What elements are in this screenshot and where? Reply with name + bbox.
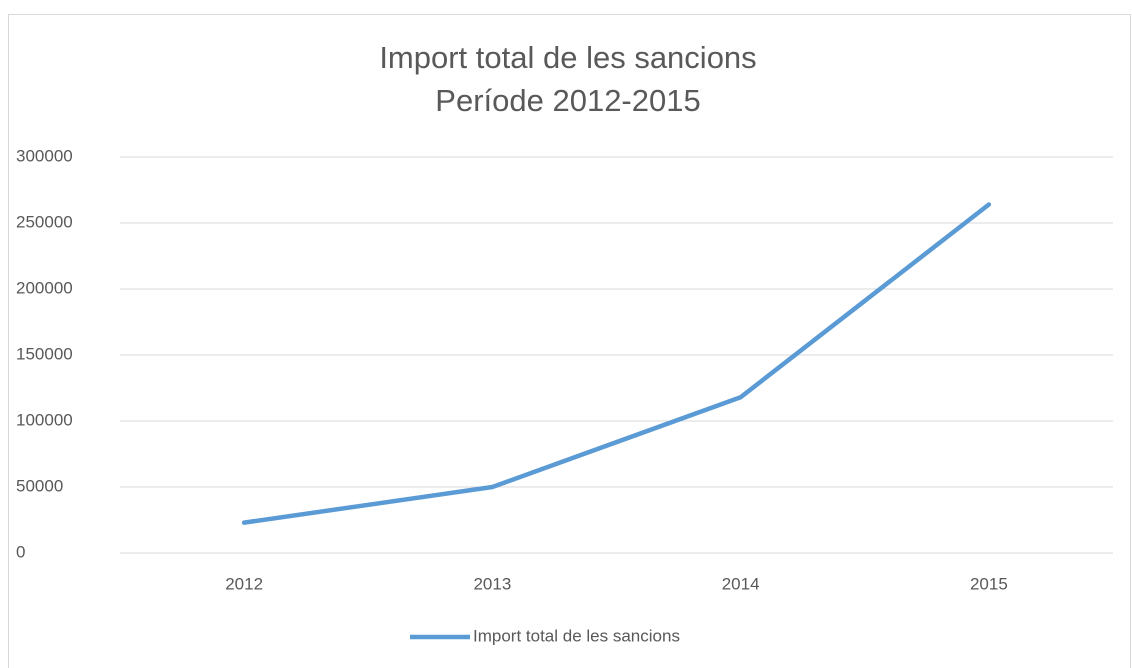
y-tick-label: 200000 — [16, 278, 73, 297]
y-tick-label: 150000 — [16, 344, 73, 363]
chart-title: Import total de les sancions — [379, 40, 756, 75]
x-tick-label: 2015 — [970, 574, 1008, 593]
y-tick-label: 50000 — [16, 476, 63, 495]
x-tick-label: 2013 — [473, 574, 511, 593]
x-tick-label: 2012 — [225, 574, 263, 593]
data-line — [241, 202, 992, 525]
chart-frame — [8, 14, 1131, 668]
y-tick-label: 100000 — [16, 410, 73, 429]
chart-subtitle: Període 2012-2015 — [435, 83, 700, 118]
y-tick-label: 300000 — [16, 146, 73, 165]
y-tick-label: 0 — [16, 542, 25, 561]
y-tick-label: 250000 — [16, 212, 73, 231]
legend-label: Import total de les sancions — [473, 626, 680, 645]
x-tick-label: 2014 — [722, 574, 760, 593]
